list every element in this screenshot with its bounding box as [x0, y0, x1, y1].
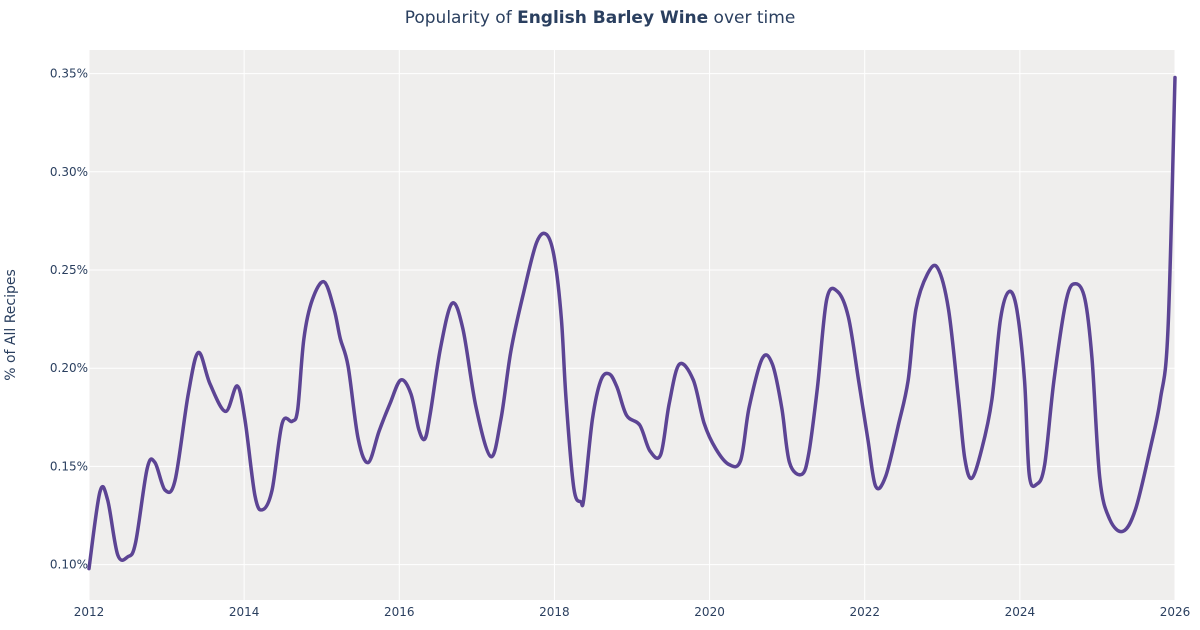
chart-title: Popularity of English Barley Wine over t…: [0, 8, 1200, 28]
x-tick-label: 2014: [229, 605, 260, 619]
y-axis-ticks: 0.10% 0.15% 0.20% 0.25% 0.30% 0.35%: [50, 67, 88, 572]
title-suffix: over time: [708, 8, 796, 28]
y-tick-label: 0.15%: [50, 459, 88, 473]
y-tick-label: 0.35%: [50, 67, 88, 81]
x-tick-label: 2020: [694, 605, 725, 619]
x-tick-label: 2018: [539, 605, 570, 619]
y-tick-label: 0.10%: [50, 558, 88, 572]
y-tick-label: 0.30%: [50, 165, 88, 179]
title-style-name: English Barley Wine: [517, 8, 709, 28]
x-tick-label: 2022: [849, 605, 880, 619]
y-tick-label: 0.20%: [50, 361, 88, 375]
plot-area: [89, 50, 1175, 600]
y-tick-label: 0.25%: [50, 263, 88, 277]
title-prefix: Popularity of: [404, 8, 518, 28]
x-tick-label: 2026: [1160, 605, 1191, 619]
series-line-english-barley-wine: [87, 75, 1177, 571]
x-axis-ticks: 2012 2014 2016 2018 2020 2022 2024 2026: [74, 605, 1191, 619]
x-tick-label: 2024: [1005, 605, 1036, 619]
x-tick-label: 2016: [384, 605, 415, 619]
x-tick-label: 2012: [74, 605, 105, 619]
